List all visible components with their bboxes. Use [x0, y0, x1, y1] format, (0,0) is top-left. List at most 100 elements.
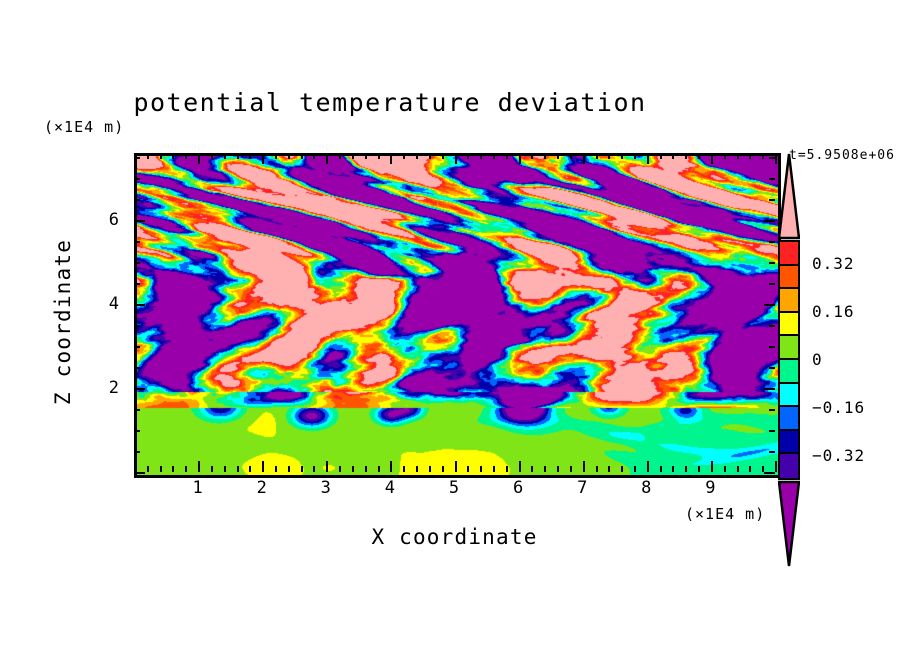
axis-tick: [249, 153, 251, 159]
axis-tick: [769, 367, 775, 369]
axis-tick: [134, 220, 145, 222]
axis-tick: [660, 153, 662, 159]
axis-tick: [647, 461, 649, 472]
axis-tick: [134, 346, 140, 348]
axis-tick: [769, 178, 775, 180]
colorbar-over-arrow-icon: [778, 153, 800, 240]
axis-tick: [339, 153, 341, 159]
axis-tick: [724, 153, 726, 159]
axis-tick: [339, 466, 341, 472]
y-axis-tick-label: 2: [108, 378, 120, 399]
axis-tick: [211, 153, 213, 159]
axis-tick: [134, 430, 140, 432]
axis-tick: [769, 157, 775, 159]
axis-tick: [134, 241, 140, 243]
axis-tick: [416, 153, 418, 159]
y-axis-tick-label: 4: [108, 294, 120, 315]
axis-tick: [365, 153, 367, 159]
axis-tick: [711, 461, 713, 472]
axis-tick: [711, 153, 713, 164]
axis-tick: [596, 153, 598, 159]
axis-tick: [467, 466, 469, 472]
axis-tick: [596, 466, 598, 472]
axis-tick: [769, 283, 775, 285]
axis-tick: [275, 153, 277, 159]
axis-tick: [506, 466, 508, 472]
axis-tick: [442, 466, 444, 472]
axis-tick: [147, 153, 149, 159]
axis-tick: [160, 153, 162, 159]
axis-tick: [134, 325, 140, 327]
axis-tick: [724, 466, 726, 472]
axis-tick: [160, 466, 162, 472]
x-axis-tick-label: 3: [320, 478, 332, 498]
axis-tick: [134, 461, 136, 472]
axis-tick: [429, 466, 431, 472]
x-axis-units-label: (×1E4 m): [685, 505, 766, 523]
axis-tick: [326, 461, 328, 472]
axis-tick: [698, 153, 700, 159]
colorbar-segment: [780, 430, 798, 455]
axis-tick: [134, 262, 140, 264]
axis-tick: [698, 466, 700, 472]
axis-tick: [390, 461, 392, 472]
colorbar-under-arrow-icon: [778, 480, 800, 567]
colorbar[interactable]: [776, 152, 806, 567]
axis-tick: [685, 153, 687, 159]
axis-tick: [672, 153, 674, 159]
x-axis-tick-label: 9: [705, 478, 717, 498]
axis-tick: [764, 472, 775, 474]
axis-tick: [467, 153, 469, 159]
axis-tick: [198, 153, 200, 164]
axis-tick: [608, 153, 610, 159]
axis-tick: [224, 153, 226, 159]
x-axis-tick-label: 2: [256, 478, 268, 498]
axis-tick: [403, 153, 405, 159]
colorbar-tick-label: 0.32: [812, 254, 855, 273]
axis-tick: [378, 153, 380, 159]
colorbar-tick-label: −0.32: [812, 446, 866, 465]
axis-tick: [134, 388, 145, 390]
axis-tick: [390, 153, 392, 164]
axis-tick: [172, 153, 174, 159]
axis-tick: [224, 466, 226, 472]
axis-tick: [249, 466, 251, 472]
axis-tick: [519, 153, 521, 164]
axis-tick: [480, 466, 482, 472]
axis-tick: [647, 153, 649, 164]
axis-tick: [455, 461, 457, 472]
axis-tick: [749, 466, 751, 472]
x-axis-title: X coordinate: [371, 525, 538, 549]
axis-tick: [416, 466, 418, 472]
colorbar-tick-label: 0.16: [812, 302, 855, 321]
axis-tick: [557, 466, 559, 472]
axis-tick: [301, 466, 303, 472]
axis-tick: [769, 325, 775, 327]
colorbar-segment: [780, 312, 798, 337]
axis-tick: [211, 466, 213, 472]
axis-tick: [262, 461, 264, 472]
time-annotation: t=5.9508e+06: [789, 148, 895, 163]
axis-tick: [531, 153, 533, 159]
x-axis-tick-label: 6: [512, 478, 525, 498]
colorbar-tick-label: −0.16: [812, 398, 866, 417]
axis-tick: [134, 304, 145, 306]
axis-tick: [480, 153, 482, 159]
plot-area[interactable]: [134, 153, 781, 478]
y-axis-title: Z coordinate: [51, 238, 75, 406]
axis-tick: [403, 466, 405, 472]
colorbar-segment: [780, 383, 798, 408]
axis-tick: [134, 367, 140, 369]
axis-tick: [352, 466, 354, 472]
contour-field-canvas: [137, 156, 778, 475]
axis-tick: [764, 304, 775, 306]
colorbar-tick-label: 0: [812, 350, 823, 369]
y-axis-tick-label: 6: [108, 210, 120, 231]
axis-tick: [506, 153, 508, 159]
axis-tick: [493, 466, 495, 472]
colorbar-segment: [780, 359, 798, 384]
axis-tick: [660, 466, 662, 472]
axis-tick: [583, 461, 585, 472]
axis-tick: [134, 157, 140, 159]
